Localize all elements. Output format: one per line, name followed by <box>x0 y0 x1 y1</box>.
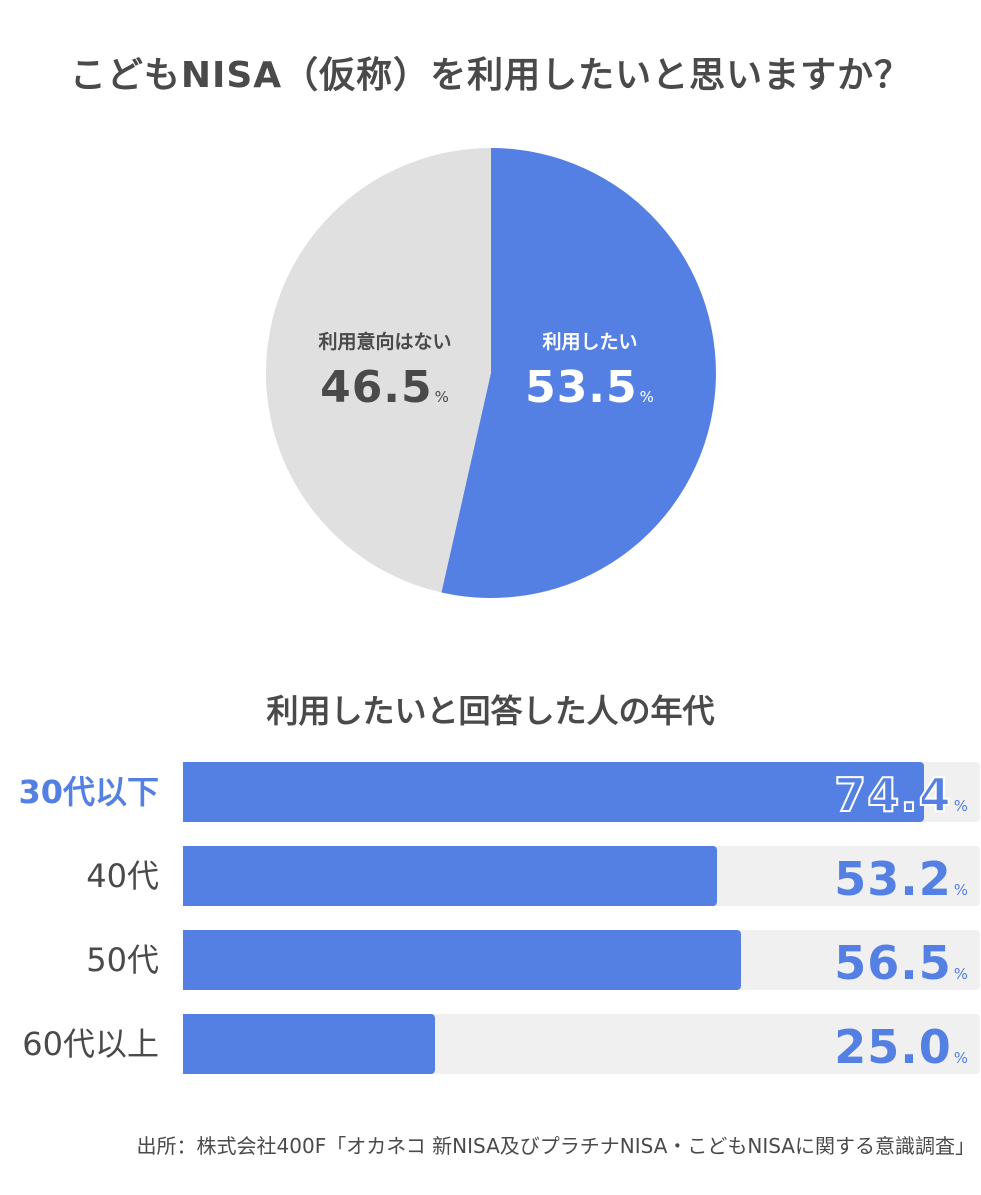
bar-category: 40代 <box>86 857 159 895</box>
bar-row-60s: 60代以上 25.0% <box>0 1014 981 1074</box>
source-note: 出所：株式会社400F「オカネコ 新NISA及びプラチナNISA・こどもNISA… <box>136 1134 975 1158</box>
bar-value: 53.2% <box>834 852 969 906</box>
chart-title: こどもNISA（仮称）を利用したいと思いますか？ <box>69 55 912 96</box>
pie-label-yes-value: 53.5% <box>525 362 655 413</box>
bar-row-30s: 30代以下 74.4% <box>0 762 981 823</box>
bar-category: 60代以上 <box>22 1025 159 1063</box>
bar-row-40s: 40代 53.2% <box>0 846 981 906</box>
pie-label-yes-name: 利用したい <box>542 331 638 353</box>
bar-fill <box>183 762 924 822</box>
bar-row-50s: 50代 56.5% <box>0 930 981 990</box>
bar-chart-title: 利用したいと回答した人の年代 <box>266 692 715 730</box>
pie-svg <box>266 148 716 598</box>
pie-label-yes: 利用したい 53.5% <box>505 327 675 413</box>
bar-fill <box>183 1014 435 1074</box>
bar-category: 50代 <box>86 941 159 979</box>
pie-chart <box>265 147 717 599</box>
bar-value: 56.5% <box>834 936 969 990</box>
bar-category: 30代以下 <box>18 773 159 811</box>
bar-fill <box>183 846 717 906</box>
bar-value: 25.0% <box>834 1020 969 1074</box>
pie-label-no-name: 利用意向はない <box>318 331 452 353</box>
bar-fill <box>183 930 741 990</box>
pie-slice-yes <box>441 148 716 598</box>
pie-label-no: 利用意向はない 46.5% <box>295 327 475 413</box>
bar-value: 74.4% <box>833 767 969 823</box>
pie-label-no-value: 46.5% <box>320 362 450 413</box>
